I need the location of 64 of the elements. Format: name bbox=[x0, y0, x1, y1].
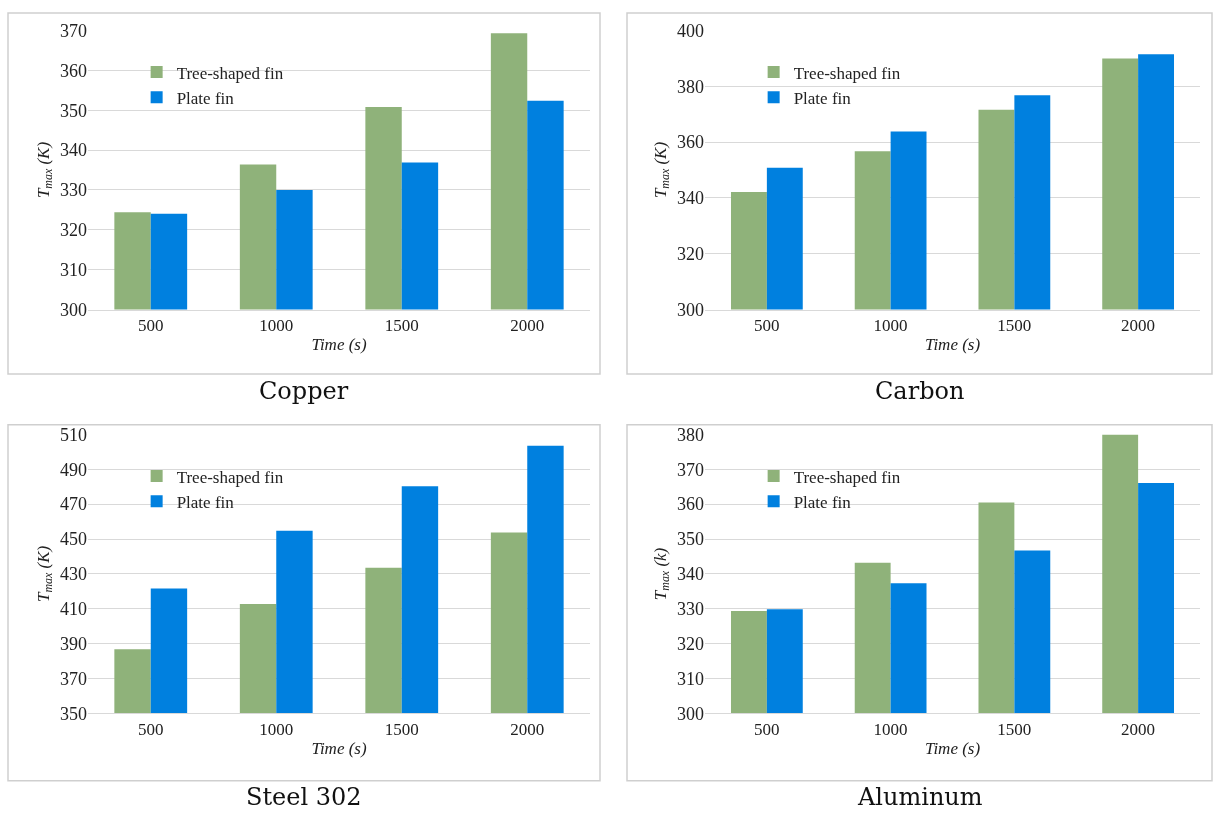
y-tick-label: 300 bbox=[60, 299, 87, 320]
y-tick-label: 490 bbox=[60, 459, 87, 480]
x-tick-label: 500 bbox=[138, 719, 164, 739]
text: Copper bbox=[259, 377, 349, 405]
x-tick-label: 1500 bbox=[997, 719, 1032, 739]
y-tick-label: 430 bbox=[60, 564, 87, 585]
x-tick-label: 1000 bbox=[259, 719, 294, 739]
legend-label: Tree-shaped fin bbox=[176, 467, 284, 487]
y-tick-label: 330 bbox=[60, 180, 87, 201]
legend-label: Tree-shaped fin bbox=[176, 63, 284, 83]
y-tick-label: 380 bbox=[677, 424, 704, 445]
y-tick-label: 360 bbox=[677, 494, 704, 515]
y-tick-label: 300 bbox=[677, 703, 704, 724]
y-tick-label: 360 bbox=[677, 132, 704, 153]
y-tick-label: 350 bbox=[60, 703, 87, 724]
x-axis-title: Time (s) bbox=[311, 335, 367, 355]
y-tick-label: 370 bbox=[60, 668, 87, 689]
x-tick-label: 1500 bbox=[384, 315, 419, 335]
y-tick-label: 340 bbox=[677, 188, 704, 209]
y-tick-label: 380 bbox=[677, 76, 704, 97]
legend-label: Tree-shaped fin bbox=[793, 63, 901, 83]
y-tick-label: 370 bbox=[60, 20, 87, 41]
text: Carbon bbox=[875, 377, 965, 405]
x-tick-label: 500 bbox=[754, 315, 780, 335]
x-tick-label: 1000 bbox=[873, 315, 908, 335]
y-tick-label: 370 bbox=[677, 459, 704, 480]
x-axis-title: Time (s) bbox=[311, 739, 367, 759]
x-axis-title: Time (s) bbox=[924, 335, 981, 355]
y-tick-label: 350 bbox=[60, 100, 87, 121]
y-tick-label: 400 bbox=[677, 20, 704, 41]
y-tick-label: 360 bbox=[60, 60, 87, 81]
y-tick-label: 300 bbox=[677, 299, 704, 320]
y-tick-label: 310 bbox=[677, 668, 704, 689]
x-tick-label: 2000 bbox=[1121, 315, 1156, 335]
y-tick-label: 450 bbox=[60, 529, 87, 550]
legend-label: Plate fin bbox=[793, 492, 852, 512]
text: Aluminum bbox=[857, 783, 983, 811]
x-tick-label: 2000 bbox=[1121, 719, 1156, 739]
y-tick-label: 510 bbox=[60, 424, 87, 445]
y-tick-label: 350 bbox=[677, 529, 704, 550]
x-tick-label: 2000 bbox=[510, 719, 545, 739]
y-tick-label: 320 bbox=[677, 244, 704, 265]
y-tick-label: 390 bbox=[60, 634, 87, 654]
x-tick-label: 1000 bbox=[259, 315, 294, 335]
x-tick-label: 1500 bbox=[997, 315, 1032, 335]
x-axis-title: Time (s) bbox=[924, 739, 981, 759]
y-tick-label: 320 bbox=[60, 220, 87, 241]
legend-label: Tree-shaped fin bbox=[793, 467, 901, 487]
legend-label: Plate fin bbox=[176, 88, 235, 108]
y-tick-label: 310 bbox=[60, 259, 87, 280]
legend-label: Plate fin bbox=[793, 88, 852, 108]
y-tick-label: 330 bbox=[677, 599, 704, 620]
legend-label: Plate fin bbox=[176, 492, 235, 512]
y-tick-label: 410 bbox=[60, 599, 87, 620]
x-tick-label: 500 bbox=[138, 315, 164, 335]
x-tick-label: 2000 bbox=[510, 315, 545, 335]
text: Steel 302 bbox=[246, 783, 362, 811]
y-tick-label: 470 bbox=[60, 494, 87, 515]
x-tick-label: 1500 bbox=[384, 719, 419, 739]
y-tick-label: 340 bbox=[60, 140, 87, 161]
y-tick-label: 320 bbox=[677, 634, 704, 654]
x-tick-label: 500 bbox=[754, 719, 780, 739]
x-tick-label: 1000 bbox=[873, 719, 908, 739]
y-tick-label: 340 bbox=[677, 564, 704, 585]
